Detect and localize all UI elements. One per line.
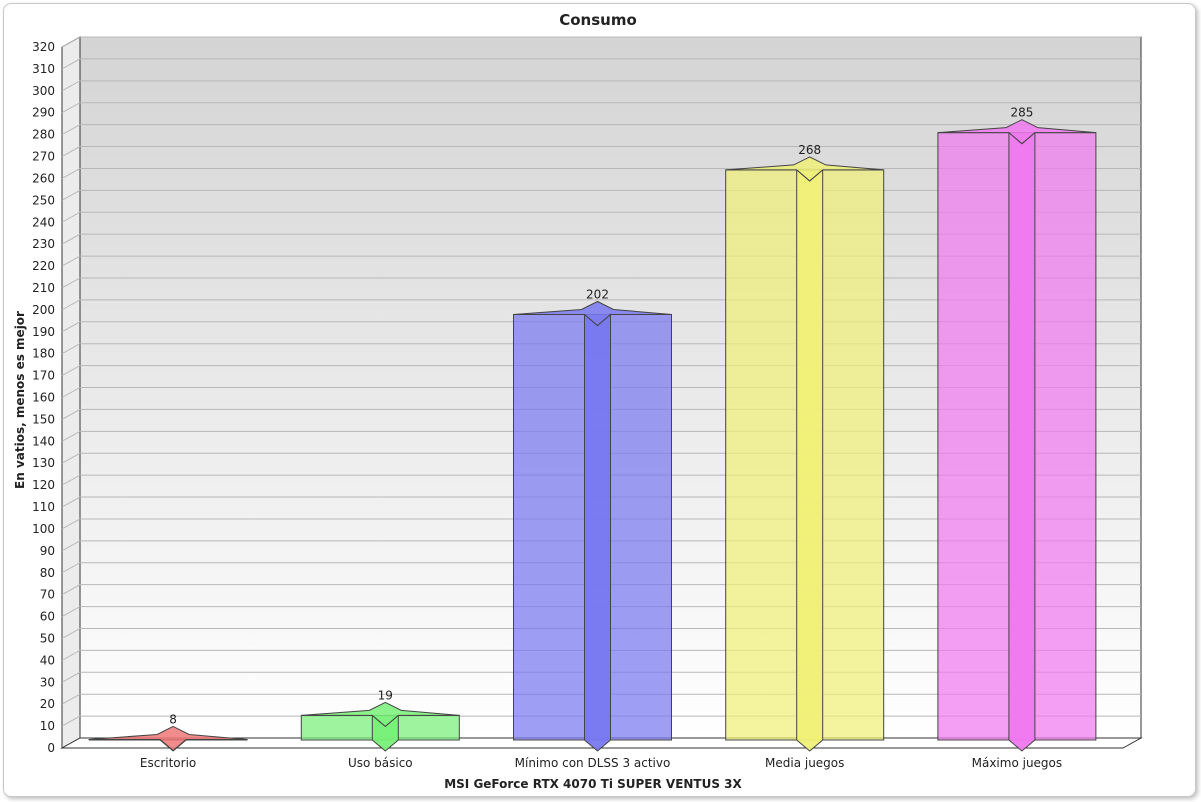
- y-tick-label: 230: [32, 237, 55, 251]
- y-tick-label: 120: [32, 478, 55, 492]
- data-label: 202: [586, 287, 609, 301]
- bar-top: [89, 725, 248, 752]
- y-tick-label: 10: [40, 719, 55, 733]
- gridline: [61, 80, 1141, 92]
- chart-title: Consumo: [559, 11, 637, 29]
- y-tick-label: 100: [32, 522, 55, 536]
- category-label: Media juegos: [765, 756, 844, 770]
- data-label: 268: [798, 143, 821, 157]
- y-tick-label: 130: [32, 456, 55, 470]
- category-label: Máximo juegos: [972, 756, 1063, 770]
- y-tick-label: 300: [32, 84, 55, 98]
- category-label: Uso básico: [348, 756, 413, 770]
- y-tick-label: 20: [40, 697, 55, 711]
- gridline: [61, 58, 1141, 70]
- x-axis-title: MSI GeForce RTX 4070 Ti SUPER VENTUS 3X: [444, 777, 742, 791]
- y-tick-label: 150: [32, 412, 55, 426]
- y-tick-label: 310: [32, 62, 55, 76]
- gridline: [61, 146, 1141, 157]
- y-tick-label: 80: [40, 566, 55, 580]
- bar-pleat: [1008, 131, 1036, 752]
- data-label: 285: [1010, 106, 1033, 120]
- y-tick-label: 180: [32, 347, 55, 361]
- y-tick-label: 160: [32, 391, 55, 405]
- data-label: 19: [378, 688, 393, 702]
- bar-top: [301, 701, 460, 728]
- y-tick-label: 40: [40, 653, 55, 667]
- y-tick-label: 260: [32, 171, 55, 185]
- bar-pleat: [796, 168, 824, 752]
- data-label: 8: [169, 712, 177, 726]
- plot-area: 0 10 20 30 40 50 60 70 80 90 100 110 120 130 140 150 160…: [32, 36, 1143, 770]
- gridline: [61, 36, 1141, 48]
- y-tick-label: 60: [40, 610, 55, 624]
- y-tick-label: 90: [40, 544, 55, 558]
- y-tick-label: 30: [40, 675, 55, 689]
- y-tick-label: 210: [32, 281, 55, 295]
- y-tick-label: 50: [40, 631, 55, 645]
- y-tick-label: 220: [32, 259, 55, 273]
- bar-top: [513, 300, 672, 327]
- category-label: Mínimo con DLSS 3 activo: [515, 756, 671, 770]
- y-tick-label: 280: [32, 128, 55, 142]
- y-tick-label: 170: [32, 369, 55, 383]
- y-tick-label: 190: [32, 325, 55, 339]
- y-tick-label: 200: [32, 303, 55, 317]
- y-axis-title: En vatios, menos es mejor: [13, 311, 27, 489]
- y-tick-label: 70: [40, 588, 55, 602]
- bar-top: [725, 156, 884, 182]
- y-tick-label: 290: [32, 106, 55, 120]
- y-tick-label: 110: [32, 500, 55, 514]
- y-tick-label: 240: [32, 215, 55, 229]
- y-tick-label: 320: [32, 40, 55, 54]
- y-tick-label: 0: [47, 741, 55, 755]
- gridline: [61, 124, 1141, 136]
- y-tick-label: 250: [32, 193, 55, 207]
- y-tick-label: 140: [32, 434, 55, 448]
- category-label: Escritorio: [140, 756, 196, 770]
- bar-pleat: [584, 313, 611, 752]
- bar-top: [937, 119, 1096, 145]
- gridline: [61, 102, 1141, 114]
- y-tick-label: 270: [32, 150, 55, 164]
